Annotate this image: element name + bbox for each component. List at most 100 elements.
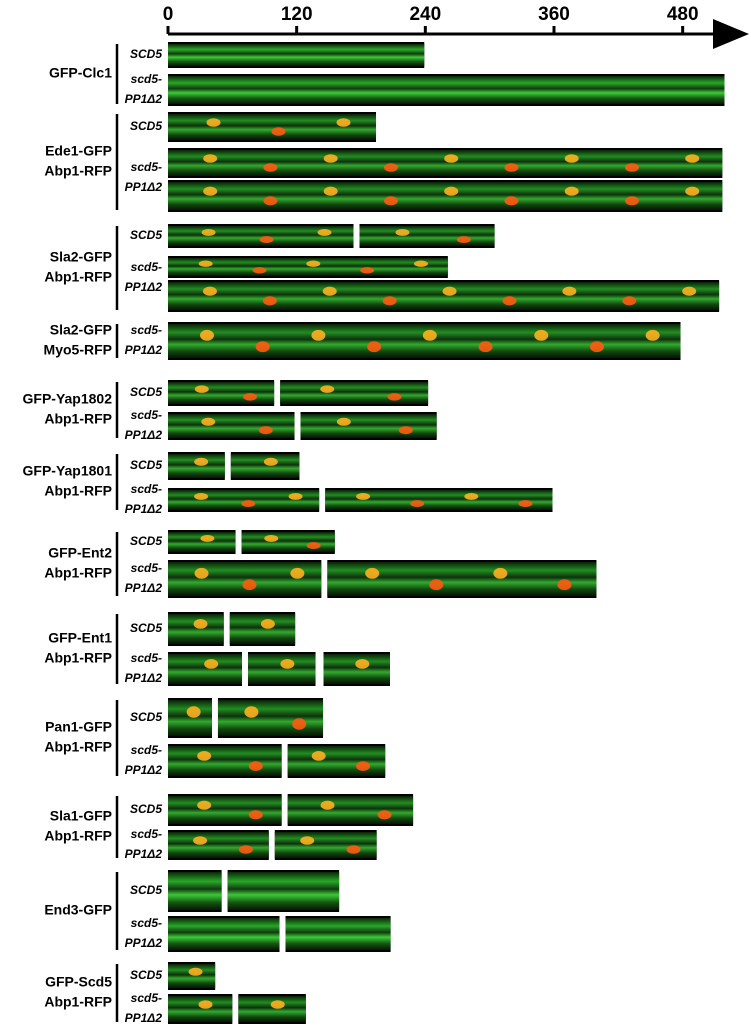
group-label: GFP-Ent2 [48,545,112,561]
group-label: GFP-Scd5 [45,974,112,990]
row-label: PP1Δ2 [125,92,163,106]
kymograph [168,180,723,212]
kymograph-part [260,619,275,629]
kymograph [168,42,425,68]
row-label: SCD5 [130,458,162,472]
kymograph-part [493,567,508,579]
kymograph-part [194,492,209,500]
kymograph-part [383,163,398,172]
kymograph-part [168,614,224,644]
kymograph-part [168,996,233,1022]
kymograph-part [280,659,295,669]
row-label: SCD5 [130,385,162,399]
kymograph [168,112,377,142]
row-label: scd5- [131,482,162,496]
kymograph-part [193,619,208,629]
group-label: GFP-Yap1802 [23,391,113,407]
kymograph-part [200,534,215,542]
row-label: scd5- [131,160,162,174]
kymograph-part [168,44,425,66]
kymograph-part [168,454,225,478]
group-label: Abp1-RFP [44,411,112,427]
kymograph-part [201,228,216,236]
tick-label: 0 [163,4,174,25]
kymograph-part [624,196,639,206]
kymograph [168,962,216,990]
kymograph-part [193,836,208,845]
kymograph-part [322,286,337,296]
kymograph-part [292,718,307,730]
kymograph-part [518,500,533,508]
kymograph [168,794,282,826]
kymograph-part [168,700,212,736]
group-label: Sla2-GFP [50,249,112,265]
row-label: PP1Δ2 [125,502,163,516]
kymograph [168,830,269,860]
kymograph [300,412,437,440]
kymograph [217,698,324,738]
kymograph-part [188,967,203,976]
kymograph [227,870,340,912]
kymograph-part [502,296,517,306]
kymograph-part [317,228,332,236]
group-label: GFP-Ent1 [48,630,112,646]
kymograph-part [564,186,579,196]
kymograph-part [168,182,723,210]
kymograph [168,994,233,1024]
kymograph-part [168,746,282,776]
kymograph-part [264,534,279,542]
kymograph-part [327,562,597,596]
row-label: scd5- [131,408,162,422]
kymograph-part [198,260,213,267]
kymograph-part [367,341,382,353]
kymograph-part [202,286,217,296]
kymograph-part [383,196,398,206]
kymograph-part [198,1000,213,1009]
row-label: SCD5 [130,968,162,982]
group-label: Abp1-RFP [44,565,112,581]
row-label: scd5- [131,323,162,337]
kymograph-part [168,964,216,988]
kymograph-part [168,562,322,596]
kymograph-part [206,118,221,127]
kymograph [285,916,391,952]
kymograph-part [682,286,697,296]
kymograph [168,256,448,278]
kymograph-part [194,567,209,579]
kymograph-part [346,845,361,854]
kymograph-part [168,114,377,140]
kymograph-part [241,500,256,508]
kymograph-part [168,654,242,684]
kymograph-part [323,154,338,163]
kymograph-part [685,154,700,163]
kymograph-part [456,236,471,244]
kymograph-part [395,228,410,236]
kymograph-part [287,746,386,776]
kymograph [168,148,723,178]
kymograph-part [557,579,572,591]
kymograph-part [287,796,414,824]
row-label: SCD5 [130,119,162,133]
row-label: SCD5 [130,228,162,242]
kymograph-part [168,832,269,858]
kymograph [323,652,391,686]
kymograph [327,560,597,598]
row-label: PP1Δ2 [125,428,163,442]
group-label: Abp1-RFP [44,739,112,755]
row-label: SCD5 [130,534,162,548]
kymograph-part [336,118,351,127]
tick-label: 240 [409,4,441,25]
row-label: SCD5 [130,883,162,897]
kymograph-part [429,579,444,591]
kymograph [287,744,386,778]
kymograph-part [203,186,218,196]
kymograph-part [201,417,216,426]
kymograph-part [645,329,660,341]
row-label: SCD5 [130,710,162,724]
kymograph-part [413,260,428,267]
kymograph-part [624,163,639,172]
kymograph [359,224,495,248]
kymograph-part [248,810,263,820]
kymograph [168,870,222,912]
kymograph-part [199,329,214,341]
